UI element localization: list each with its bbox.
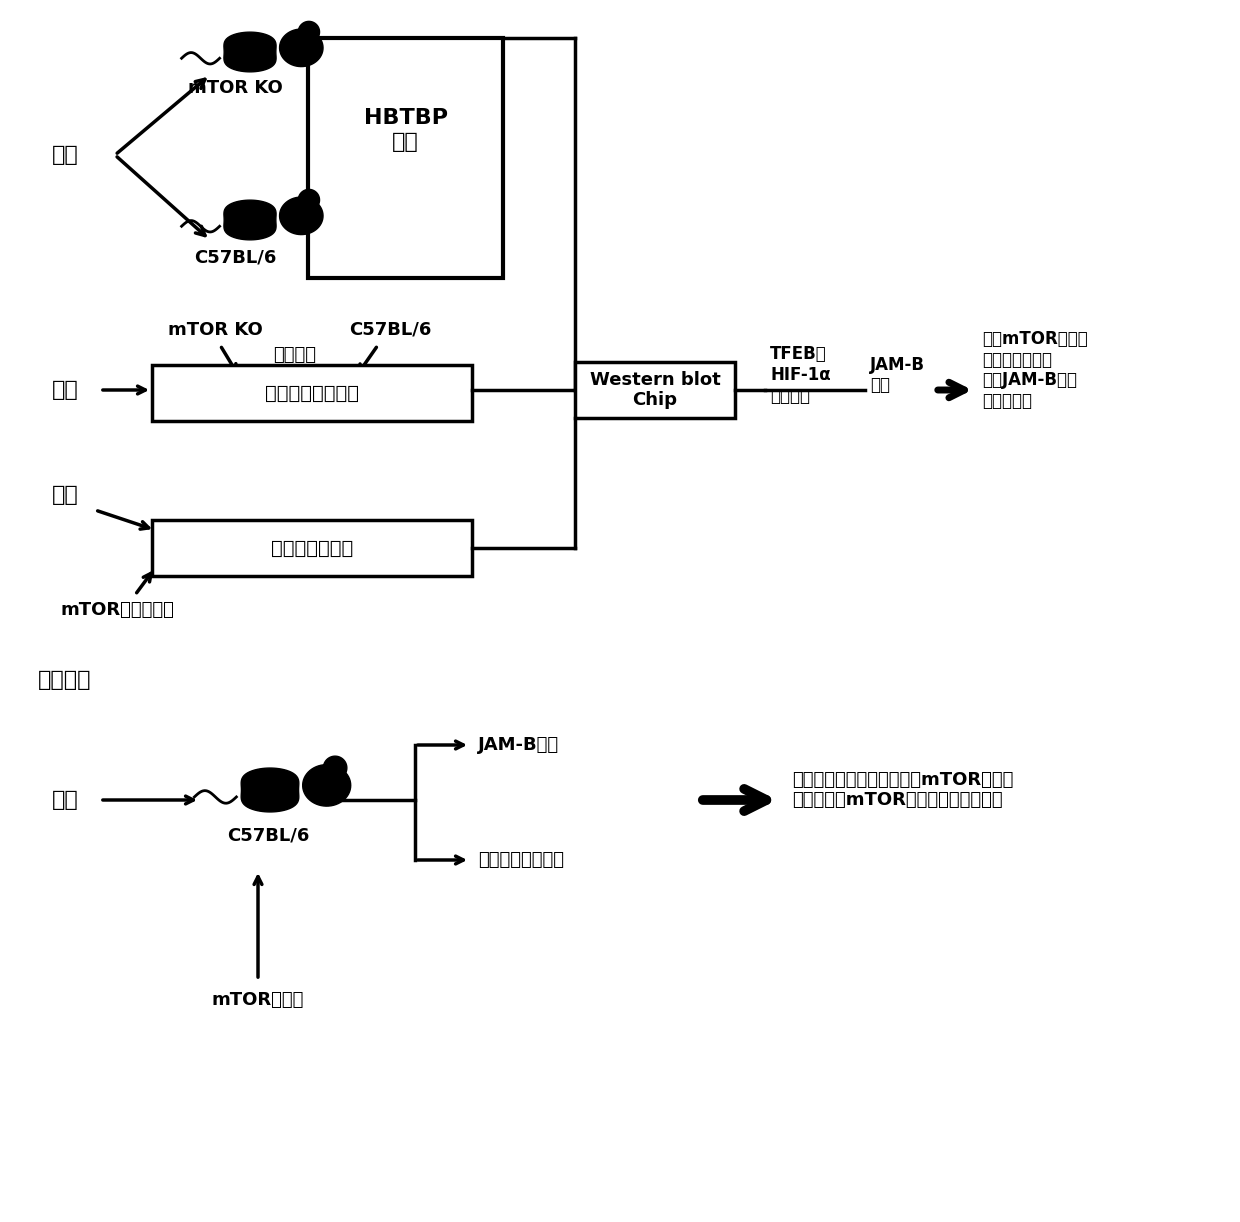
Text: C57BL/6: C57BL/6 [193, 249, 277, 266]
Text: 曲精小管支持细胞: 曲精小管支持细胞 [265, 384, 360, 402]
Text: JAM-B水平: JAM-B水平 [477, 736, 559, 754]
Text: 明确mTOR在缺氧
性血睾屏障通透
中对JAM-B调节
作用的机制: 明确mTOR在缺氧 性血睾屏障通透 中对JAM-B调节 作用的机制 [982, 330, 1087, 411]
Text: HBTBP
模型: HBTBP 模型 [363, 109, 448, 152]
Text: mTOR激动剂: mTOR激动剂 [212, 991, 304, 1009]
Polygon shape [242, 769, 299, 811]
Text: 低氧: 低氧 [52, 380, 79, 400]
Text: 低氧: 低氧 [52, 485, 79, 505]
Text: C57BL/6: C57BL/6 [348, 321, 432, 338]
Polygon shape [299, 21, 320, 43]
Text: 治疗研究: 治疗研究 [38, 670, 92, 690]
Text: mTOR刺激性单抗: mTOR刺激性单抗 [60, 601, 174, 620]
Text: TFEB和
HIF-1α
活化程度: TFEB和 HIF-1α 活化程度 [770, 345, 831, 404]
Text: JAM-B
水平: JAM-B 水平 [870, 356, 925, 395]
Bar [308, 38, 503, 277]
Text: mTOR KO: mTOR KO [187, 79, 283, 97]
Text: 分离培养: 分离培养 [274, 346, 316, 364]
Polygon shape [279, 197, 324, 235]
Bar [153, 365, 472, 422]
Text: 低氧: 低氧 [52, 145, 79, 165]
Polygon shape [299, 189, 320, 210]
Text: C57BL/6: C57BL/6 [227, 826, 309, 844]
Polygon shape [224, 200, 277, 240]
Text: 佐证缺氧性血睾屏障通透中mTOR的重要
作用，明确mTOR重组蛋白的治疗意义: 佐证缺氧性血睾屏障通透中mTOR的重要 作用，明确mTOR重组蛋白的治疗意义 [792, 771, 1013, 809]
Text: 小鼠支持细胞系: 小鼠支持细胞系 [270, 539, 353, 557]
Polygon shape [224, 32, 277, 72]
Bar [575, 362, 735, 418]
Text: Western blot
Chip: Western blot Chip [590, 370, 720, 409]
Polygon shape [303, 765, 351, 807]
Text: mTOR KO: mTOR KO [167, 321, 263, 338]
Polygon shape [279, 29, 324, 66]
Polygon shape [324, 756, 347, 780]
Bar [153, 521, 472, 576]
Text: 曲精小管病损程度: 曲精小管病损程度 [477, 851, 564, 869]
Text: 低氧: 低氧 [52, 789, 79, 810]
